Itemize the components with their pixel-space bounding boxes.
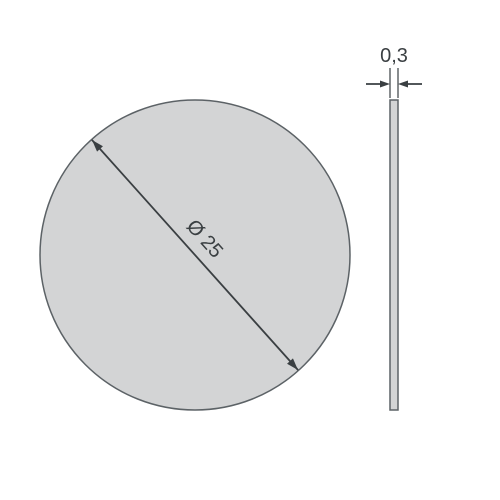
thickness-label: 0,3 (380, 45, 408, 67)
disc-side-view (390, 100, 398, 410)
technical-drawing: Ø 250,3 (0, 0, 500, 500)
